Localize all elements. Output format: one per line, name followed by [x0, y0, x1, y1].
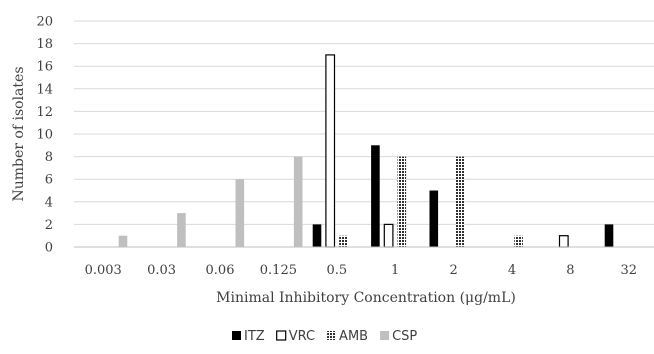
legend-label-amb: AMB [339, 329, 368, 344]
x-tick-label: 0.5 [326, 263, 347, 278]
legend-swatch-vrc [276, 330, 287, 341]
x-tick-label: 1 [391, 263, 399, 278]
bar-csp-0.06 [235, 179, 245, 247]
y-tick-label: 18 [36, 37, 53, 52]
legend: ITZ VRC AMB CSP [232, 329, 417, 344]
bar-csp-0.125 [293, 156, 303, 247]
y-axis-title: Number of isolates [11, 66, 27, 201]
legend-swatch-amb [327, 331, 337, 340]
x-tick-label: 0.06 [206, 263, 235, 278]
y-tick-label: 14 [36, 82, 53, 97]
x-tick-label: 0.003 [85, 263, 122, 278]
bar-vrc-1 [383, 223, 394, 248]
y-tick-label: 10 [36, 128, 53, 143]
bar-amb-2 [455, 156, 465, 247]
bar-itz-1 [371, 145, 380, 247]
x-tick-label: 0.03 [147, 263, 176, 278]
x-tick-label: 4 [508, 263, 516, 278]
y-tick-label: 0 [45, 241, 53, 256]
bars [118, 54, 614, 248]
x-tick-label: 0.125 [260, 263, 297, 278]
bar-vrc-0.5 [325, 54, 336, 248]
bar-amb-4 [514, 235, 523, 247]
bar-amb-1 [397, 156, 407, 247]
y-tick-label: 8 [45, 150, 53, 165]
y-tick-label: 20 [36, 15, 53, 30]
legend-swatch-csp [380, 331, 390, 340]
bar-itz-2 [429, 190, 439, 247]
bar-itz-32 [604, 224, 614, 247]
x-axis-title: Minimal Inhibitory Concentration (μg/mL) [216, 290, 516, 306]
bar-csp-0.03 [177, 213, 186, 247]
y-tick-label: 4 [45, 195, 53, 210]
bar-vrc-8 [558, 235, 569, 248]
bar-itz-0.5 [312, 224, 322, 247]
legend-label-csp: CSP [392, 329, 417, 344]
bar-csp-0.003 [118, 235, 128, 247]
gridlines [74, 20, 654, 225]
y-tick-label: 16 [36, 60, 53, 75]
x-tick-label: 8 [566, 263, 574, 278]
x-tick-label: 32 [621, 263, 638, 278]
bar-amb-0.5 [339, 235, 348, 247]
y-tick-label: 2 [45, 218, 53, 233]
legend-label-itz: ITZ [244, 329, 265, 344]
legend-swatch-itz [232, 331, 241, 340]
legend-label-vrc: VRC [289, 329, 315, 344]
y-tick-label: 12 [36, 105, 53, 120]
y-tick-label: 6 [45, 173, 53, 188]
x-tick-label: 2 [449, 263, 457, 278]
